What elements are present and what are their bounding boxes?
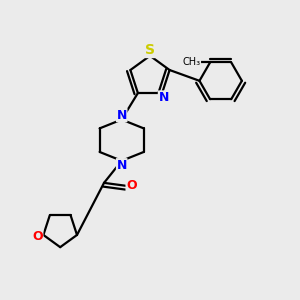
Text: O: O [126, 179, 137, 192]
Text: O: O [32, 230, 43, 243]
Text: N: N [158, 91, 169, 104]
Text: N: N [116, 109, 127, 122]
Text: CH₃: CH₃ [182, 57, 201, 68]
Text: S: S [145, 44, 155, 58]
Text: N: N [116, 159, 127, 172]
